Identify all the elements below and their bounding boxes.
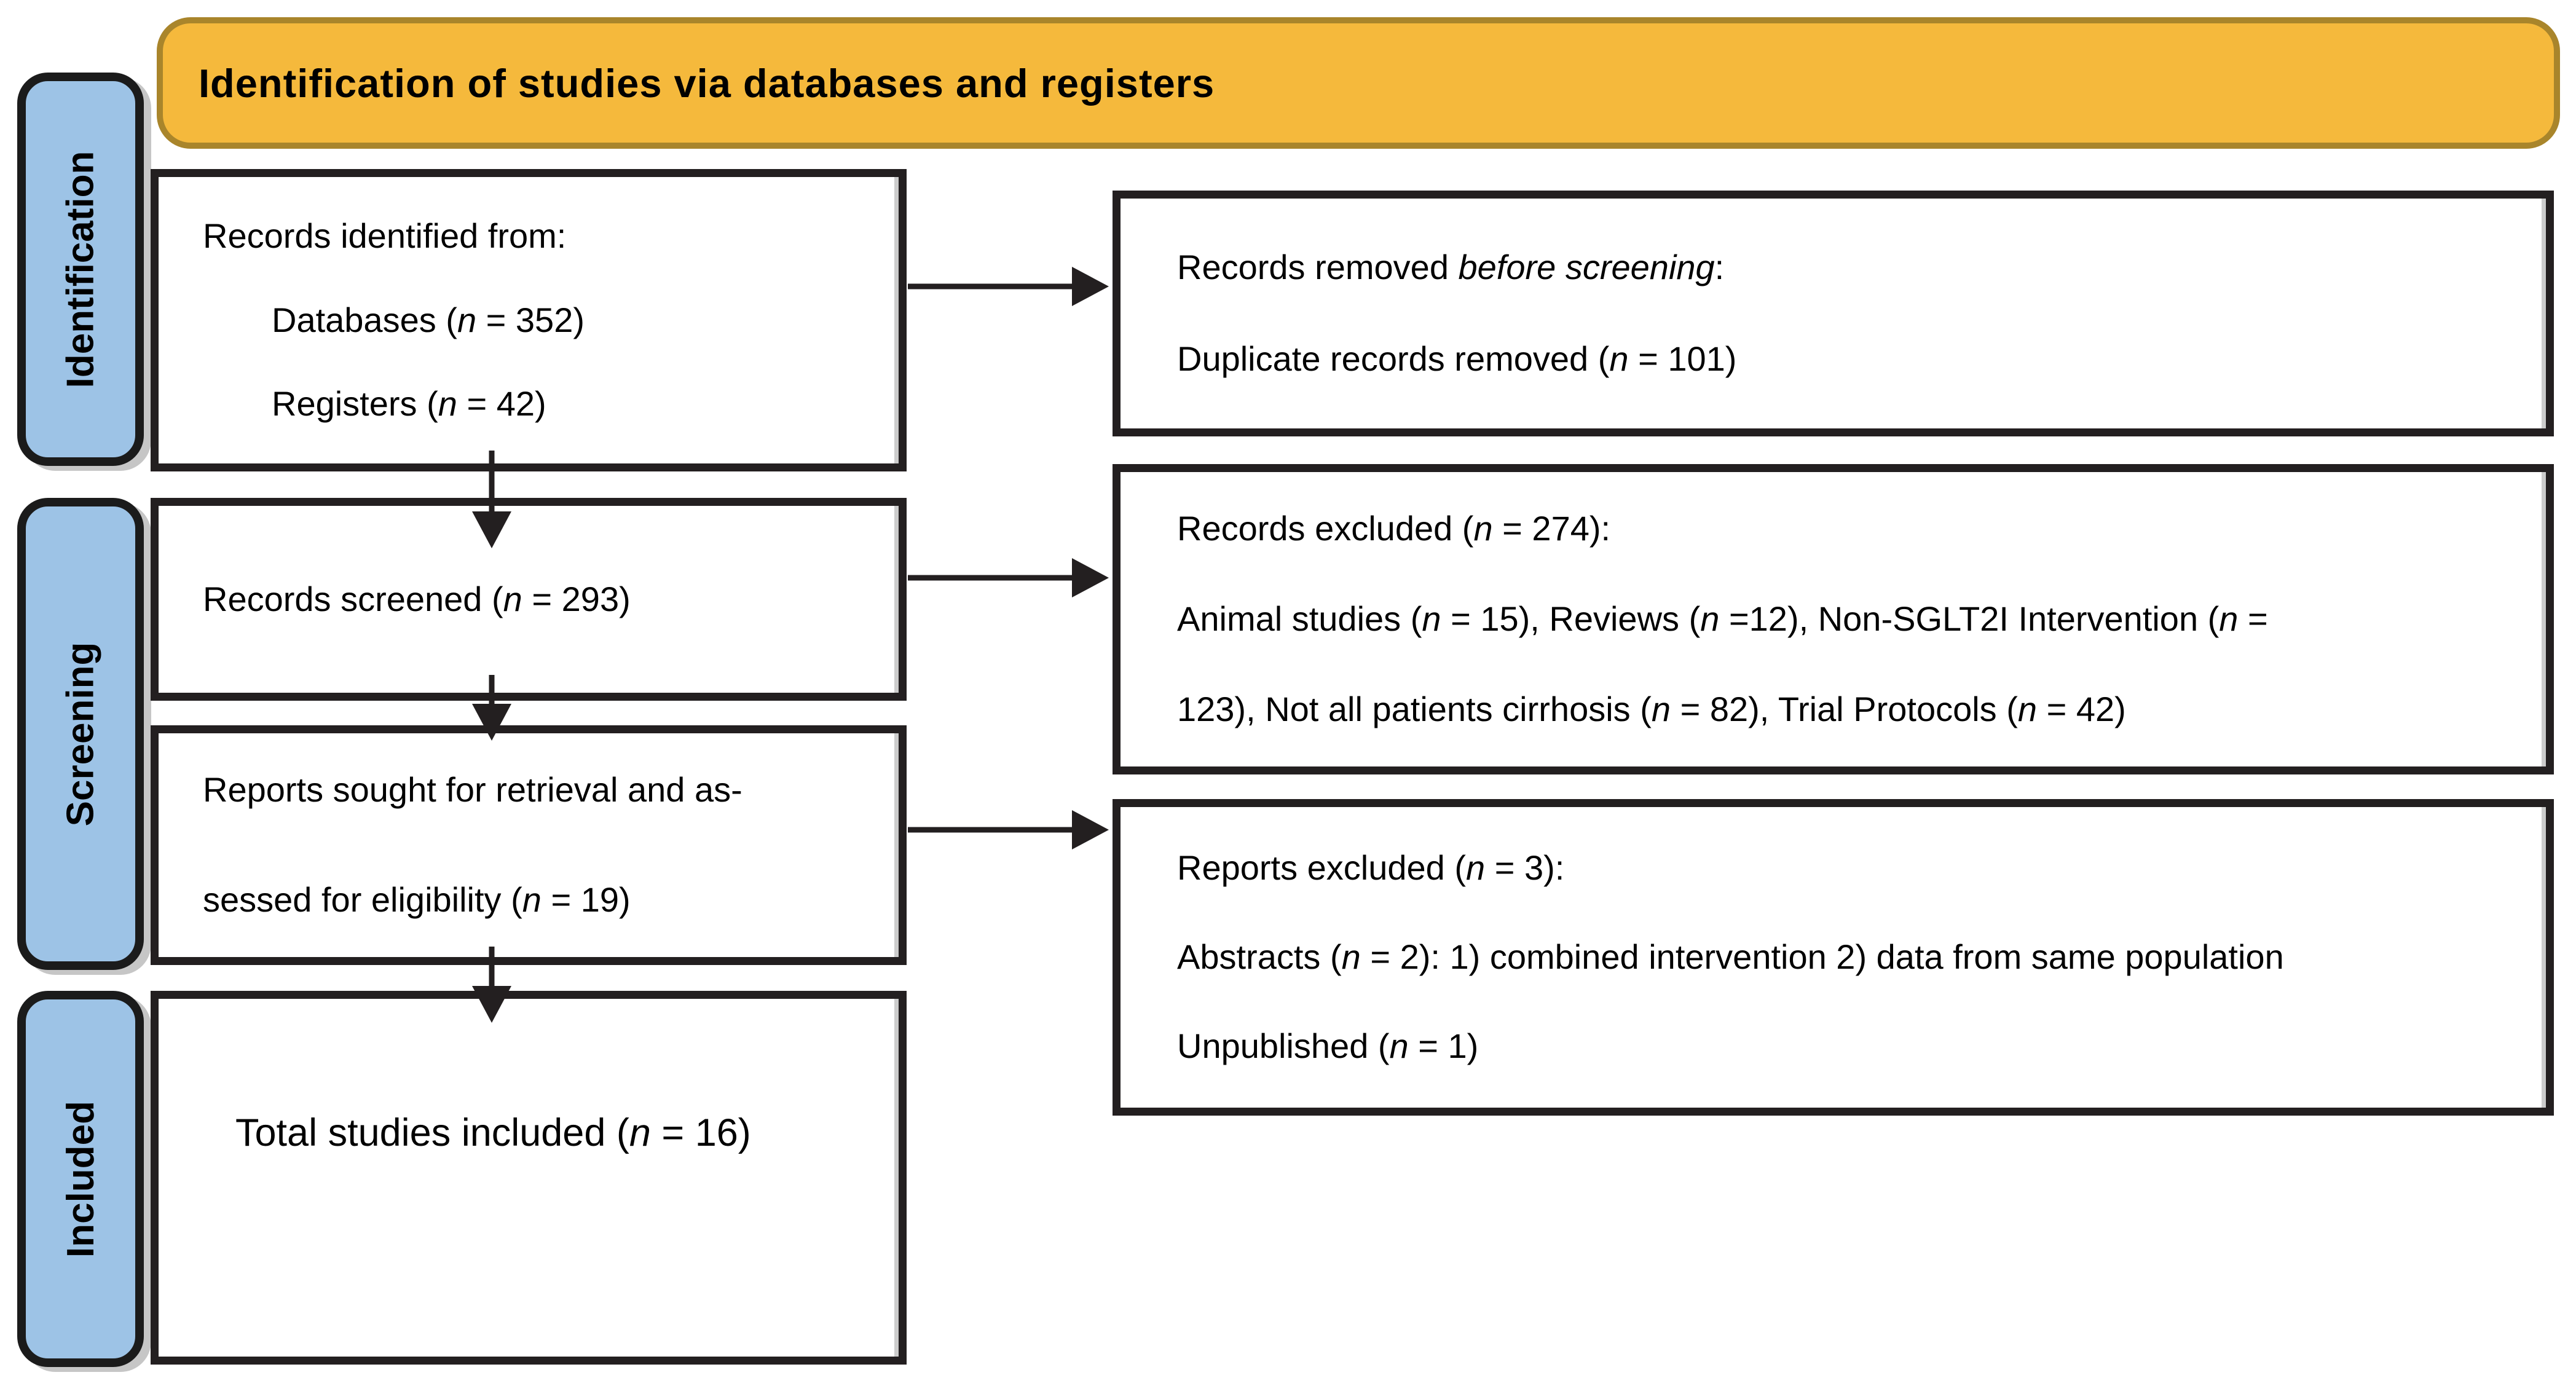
records-screened-line-1: Records screened (n = 293) (203, 579, 631, 618)
records-excluded-line-2: Animal studies (n = 15), Reviews (n =12)… (1177, 599, 2268, 639)
records-identified-line-3: Registers (n = 42) (272, 384, 546, 424)
records-identified-line-2: Databases (n = 352) (272, 300, 585, 339)
reports-sought-line-2: sessed for eligibility (n = 19) (203, 880, 631, 919)
arrow-right-identified-to-removed (908, 267, 1109, 306)
banner: Identification of studies via databases … (157, 17, 2560, 149)
box-records-removed: Records removed before screening: Duplic… (1113, 191, 2554, 436)
box-records-screened: Records screened (n = 293) (151, 498, 907, 701)
stage-label-identification: Identification (59, 151, 102, 388)
reports-sought-line-1: Reports sought for retrieval and as- (203, 770, 742, 810)
arrow-right-sought-to-reports-excluded (908, 810, 1109, 849)
stage-bar-identification: Identification (17, 73, 144, 466)
records-removed-line-1: Records removed before screening: (1177, 248, 1725, 287)
total-included-line-1: Total studies included (n = 16) (235, 1111, 751, 1155)
box-total-included: Total studies included (n = 16) (151, 991, 907, 1365)
stage-bar-screening: Screening (17, 498, 144, 970)
banner-title: Identification of studies via databases … (199, 60, 1215, 106)
stage-label-screening: Screening (59, 642, 102, 826)
records-excluded-line-3: 123), Not all patients cirrhosis (n = 82… (1177, 689, 2126, 728)
box-records-excluded: Records excluded (n = 274): Animal studi… (1113, 464, 2554, 774)
records-identified-line-1: Records identified from: (203, 216, 567, 255)
arrow-right-screened-to-excluded (908, 558, 1109, 597)
box-reports-excluded: Reports excluded (n = 3): Abstracts (n =… (1113, 799, 2554, 1116)
reports-excluded-line-3: Unpublished (n = 1) (1177, 1026, 1479, 1065)
stage-bar-included: Included (17, 991, 144, 1367)
stage-label-included: Included (59, 1100, 102, 1258)
records-removed-line-2: Duplicate records removed (n = 101) (1177, 339, 1737, 378)
reports-excluded-line-1: Reports excluded (n = 3): (1177, 848, 1565, 888)
box-reports-sought: Reports sought for retrieval and as- ses… (151, 725, 907, 965)
reports-excluded-line-2: Abstracts (n = 2): 1) combined intervent… (1177, 937, 2284, 977)
records-excluded-line-1: Records excluded (n = 274): (1177, 509, 1611, 548)
box-records-identified: Records identified from: Databases (n = … (151, 169, 907, 471)
